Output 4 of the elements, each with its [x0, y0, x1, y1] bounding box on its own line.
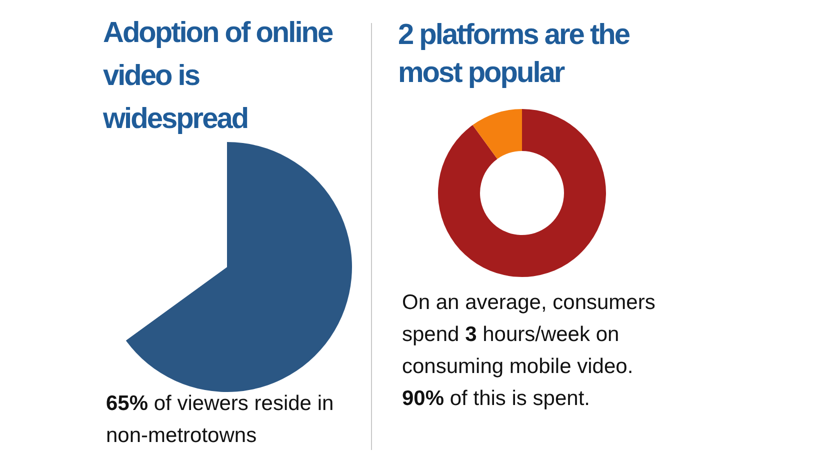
chart-title: Adoption of online video is widespread: [103, 16, 334, 137]
text: 65% of viewers reside in non-metrotowns: [106, 392, 334, 447]
text: On an average, consumers spend 3 hours/week on consuming mobile video. 90% of this is spent.: [402, 291, 656, 410]
chart-title: 2 platforms are the most popular: [398, 18, 630, 91]
